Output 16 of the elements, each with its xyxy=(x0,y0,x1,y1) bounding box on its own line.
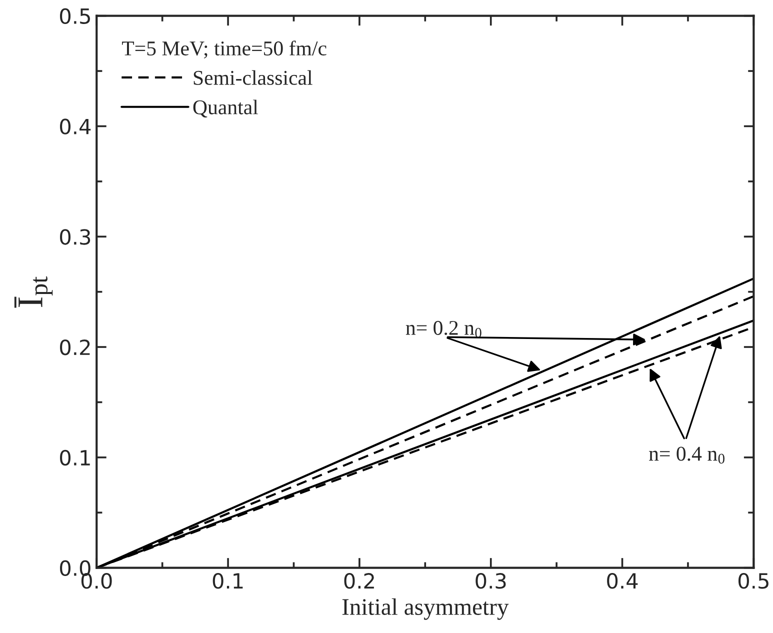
x-tick-label: 0.5 xyxy=(738,573,768,589)
legend-label: Semi-classical xyxy=(194,70,312,85)
y-tick-label: 0.5 xyxy=(60,8,90,24)
y-axis-title: Ī$_{pt}$ xyxy=(14,276,53,308)
annotation: n= 0.4 n$_{0}$ xyxy=(649,446,724,464)
y-tick-label: 0.1 xyxy=(60,450,90,466)
y-tick-label: 0.2 xyxy=(60,339,90,356)
x-tick-label: 0.3 xyxy=(476,573,506,589)
legend-label: Quantal xyxy=(193,100,258,118)
y-tick-label: 0.3 xyxy=(60,229,90,245)
x-tick-label: 0.2 xyxy=(344,573,374,589)
x-tick-label: 0.4 xyxy=(607,573,638,589)
x-axis-title: Initial asymmetry xyxy=(342,598,509,620)
legend-title: T=5 MeV; time=50 fm/c xyxy=(122,40,326,58)
x-tick-label: 0.1 xyxy=(212,573,243,589)
y-tick-label: 0.4 xyxy=(60,118,91,134)
